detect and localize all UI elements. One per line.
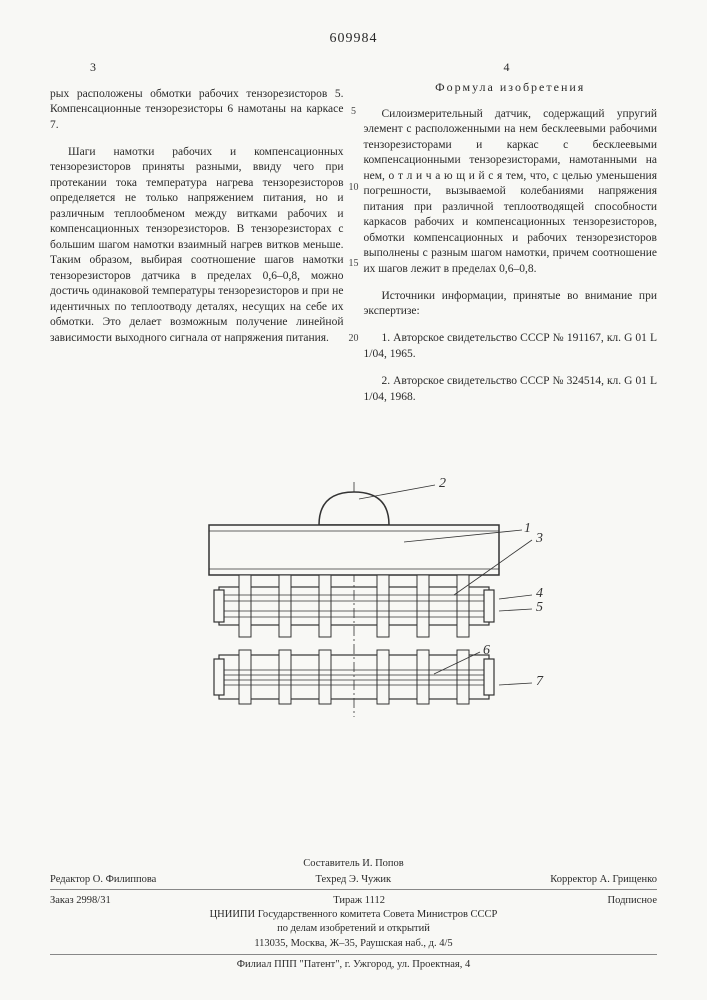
leader-2 [359,485,435,499]
line-marker-15: 15 [344,257,364,271]
sources-label: Источники информации, принятые во вниман… [364,289,658,320]
org-line-2: по делам изобретений и открытий [50,922,657,936]
columns-wrapper: 5 10 15 20 3 рых расположены обмотки раб… [50,59,657,417]
figure-label-7: 7 [536,674,544,689]
right-column: 4 Формула изобретения Силоизмерительный … [364,59,658,417]
editor-row: Редактор О. Филиппова Техред Э. Чужик Ко… [50,873,657,887]
techred-name: Техред Э. Чужик [315,873,391,887]
source-2: 2. Авторское свидетельство СССР № 324514… [364,374,658,405]
line-marker-5: 5 [344,105,364,119]
page-footer: Составитель И. Попов Редактор О. Филиппо… [50,857,657,972]
figure-label-3: 3 [535,531,543,546]
filial-line: Филиал ППП "Патент", г. Ужгород, ул. Про… [50,958,657,972]
tirazh-number: Тираж 1112 [333,894,385,908]
right-col-number: 4 [364,59,658,75]
left-column: 3 рых расположены обмотки рабочих тензор… [50,59,344,417]
figure-label-5: 5 [536,600,543,615]
compiler-line: Составитель И. Попов [50,857,657,871]
corrector-name: Корректор А. Грищенко [550,873,657,887]
right-para-1: Силоизмерительный датчик, содержащий упр… [364,107,658,278]
left-col-number: 3 [50,59,344,75]
line-marker-20: 20 [344,332,364,346]
figure-label-4: 4 [536,586,543,601]
main-block [209,525,499,575]
patent-number: 609984 [50,30,657,49]
address-line: 113035, Москва, Ж–35, Раушская наб., д. … [50,937,657,951]
figure-label-1: 1 [524,521,531,536]
technical-figure: 1 2 3 4 5 6 7 [50,427,657,727]
footer-divider [50,954,657,955]
leader-5 [499,609,532,611]
patent-page: 609984 5 10 15 20 3 рых расположены обмо… [0,0,707,1000]
figure-svg: 1 2 3 4 5 6 7 [104,427,604,727]
leader-7 [499,683,532,685]
line-marker-10: 10 [344,181,364,195]
order-number: Заказ 2998/31 [50,894,111,908]
order-row: Заказ 2998/31 Тираж 1112 Подписное [50,889,657,908]
leader-4 [499,595,532,599]
formula-title: Формула изобретения [364,79,658,95]
subscription-label: Подписное [608,894,657,908]
figure-label-6: 6 [483,643,490,658]
source-1: 1. Авторское свидетельство СССР № 191167… [364,331,658,362]
left-para-1: рых расположены обмотки рабочих тензорез… [50,87,344,134]
figure-label-2: 2 [439,476,446,491]
dome-part [319,492,389,525]
left-para-2: Шаги намотки рабочих и компенсационных т… [50,145,344,347]
org-line-1: ЦНИИПИ Государственного комитета Совета … [50,908,657,922]
editor-name: Редактор О. Филиппова [50,873,156,887]
